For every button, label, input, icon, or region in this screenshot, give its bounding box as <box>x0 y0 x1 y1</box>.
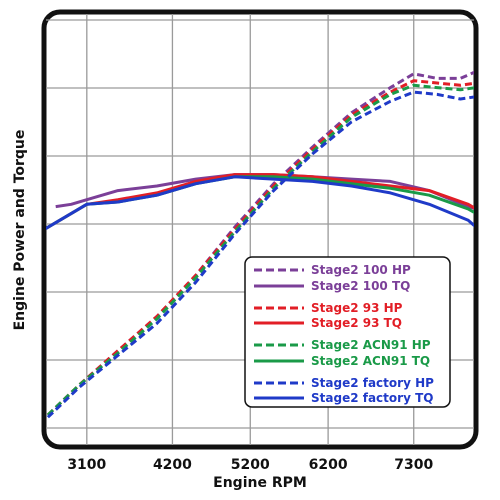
series-line-4 <box>46 83 474 416</box>
series-lines <box>46 70 474 419</box>
legend-label-2: Stage2 93 HP <box>311 301 403 315</box>
x-tick-labels: 3100 4200 5200 6200 7300 <box>67 457 433 473</box>
x-tick-label: 6200 <box>309 457 348 473</box>
x-tick-label: 3100 <box>67 457 106 473</box>
legend-label-1: Stage2 100 TQ <box>311 279 410 293</box>
legend-label-7: Stage2 factory TQ <box>311 391 433 405</box>
x-tick-label: 5200 <box>231 457 270 473</box>
x-axis-title: Engine RPM <box>213 475 307 491</box>
x-tick-label: 7300 <box>394 457 433 473</box>
legend-label-5: Stage2 ACN91 TQ <box>311 354 430 368</box>
x-tick-label: 4200 <box>153 457 192 473</box>
y-axis-title: Engine Power and Torque <box>12 130 28 331</box>
series-line-7 <box>46 175 474 231</box>
legend-label-0: Stage2 100 HP <box>311 263 411 277</box>
legend-box <box>244 256 451 408</box>
series-line-2 <box>46 79 474 416</box>
series-line-6 <box>46 90 474 419</box>
legend-label-4: Stage2 ACN91 HP <box>311 338 431 352</box>
legend-label-3: Stage2 93 TQ <box>311 316 402 330</box>
legend-label-6: Stage2 factory HP <box>311 376 434 390</box>
